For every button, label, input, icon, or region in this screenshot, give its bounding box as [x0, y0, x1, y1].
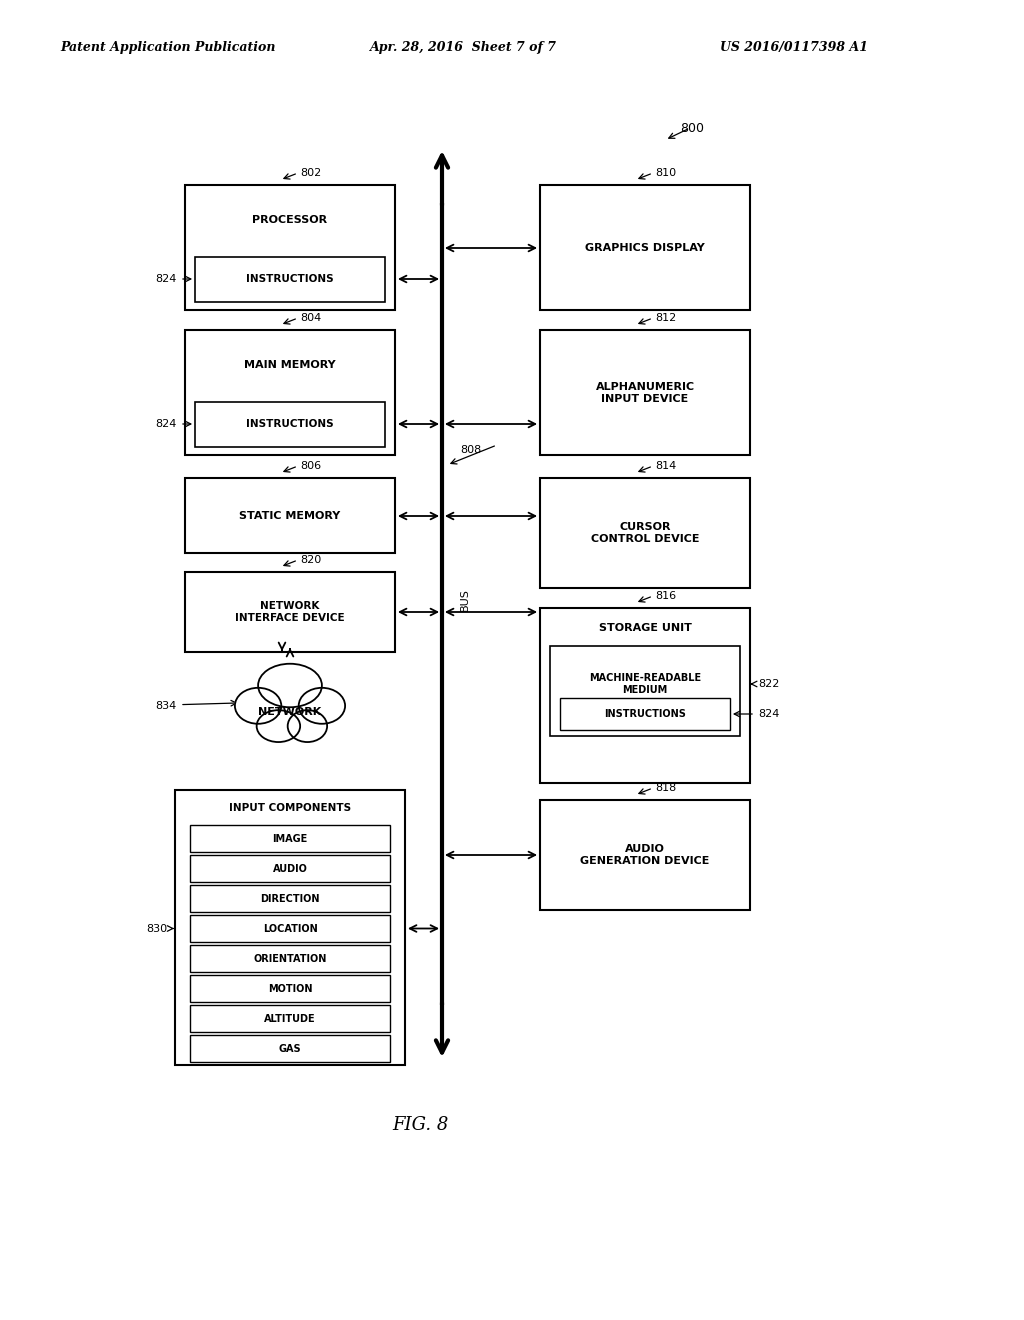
Bar	[190, 1005, 390, 1032]
Text: DIRECTION: DIRECTION	[260, 894, 319, 903]
Text: 822: 822	[758, 678, 779, 689]
Text: ORIENTATION: ORIENTATION	[253, 953, 327, 964]
Bar	[190, 884, 390, 912]
Bar	[190, 945, 390, 972]
Bar	[540, 330, 750, 455]
Text: NETWORK
INTERFACE DEVICE: NETWORK INTERFACE DEVICE	[236, 601, 345, 623]
Bar	[540, 800, 750, 909]
Text: 804: 804	[300, 313, 322, 323]
Text: IMAGE: IMAGE	[272, 833, 307, 843]
Text: 818: 818	[655, 783, 676, 793]
Text: AUDIO
GENERATION DEVICE: AUDIO GENERATION DEVICE	[581, 845, 710, 866]
Bar	[190, 975, 390, 1002]
Text: 824: 824	[758, 709, 779, 719]
Bar	[195, 403, 385, 447]
Text: ALPHANUMERIC
INPUT DEVICE: ALPHANUMERIC INPUT DEVICE	[595, 383, 694, 404]
Text: INSTRUCTIONS: INSTRUCTIONS	[246, 275, 334, 284]
Bar	[190, 915, 390, 942]
Bar	[540, 185, 750, 310]
Text: 800: 800	[680, 121, 705, 135]
Text: 824: 824	[156, 418, 177, 429]
Text: 812: 812	[655, 313, 676, 323]
Text: FIG. 8: FIG. 8	[392, 1115, 449, 1134]
Bar	[190, 1035, 390, 1063]
Ellipse shape	[257, 710, 300, 742]
Text: 830: 830	[145, 924, 167, 933]
Text: 814: 814	[655, 461, 676, 471]
Text: Apr. 28, 2016  Sheet 7 of 7: Apr. 28, 2016 Sheet 7 of 7	[370, 41, 557, 54]
Text: ALTITUDE: ALTITUDE	[264, 1014, 315, 1023]
Text: GAS: GAS	[279, 1044, 301, 1053]
Bar	[550, 645, 740, 737]
Text: INSTRUCTIONS: INSTRUCTIONS	[604, 709, 686, 719]
Text: 824: 824	[156, 275, 177, 284]
Text: CURSOR
CONTROL DEVICE: CURSOR CONTROL DEVICE	[591, 523, 699, 544]
Text: 834: 834	[156, 701, 177, 710]
Text: 802: 802	[300, 168, 322, 178]
Text: NETWORK: NETWORK	[258, 706, 322, 717]
Text: 816: 816	[655, 591, 676, 601]
Text: GRAPHICS DISPLAY: GRAPHICS DISPLAY	[585, 243, 705, 253]
Text: MACHINE-READABLE
MEDIUM: MACHINE-READABLE MEDIUM	[589, 673, 701, 694]
Bar	[540, 609, 750, 783]
Bar	[560, 698, 730, 730]
Ellipse shape	[234, 688, 282, 723]
Text: INPUT COMPONENTS: INPUT COMPONENTS	[229, 803, 351, 813]
Ellipse shape	[258, 664, 322, 708]
Text: 810: 810	[655, 168, 676, 178]
Text: US 2016/0117398 A1: US 2016/0117398 A1	[720, 41, 868, 54]
Text: 806: 806	[300, 461, 322, 471]
Bar	[185, 572, 395, 652]
Text: INSTRUCTIONS: INSTRUCTIONS	[246, 418, 334, 429]
Ellipse shape	[299, 688, 345, 723]
Text: MOTION: MOTION	[267, 983, 312, 994]
Bar	[195, 257, 385, 302]
Text: LOCATION: LOCATION	[262, 924, 317, 933]
Text: Patent Application Publication: Patent Application Publication	[60, 41, 275, 54]
Bar	[185, 185, 395, 310]
Bar	[190, 855, 390, 882]
Text: PROCESSOR: PROCESSOR	[253, 215, 328, 224]
Text: AUDIO: AUDIO	[272, 863, 307, 874]
Text: 820: 820	[300, 554, 322, 565]
Text: BUS: BUS	[460, 589, 470, 611]
Text: STATIC MEMORY: STATIC MEMORY	[240, 511, 341, 521]
Text: STORAGE UNIT: STORAGE UNIT	[599, 623, 691, 634]
Bar	[185, 330, 395, 455]
Bar	[190, 825, 390, 851]
Ellipse shape	[288, 710, 327, 742]
Text: MAIN MEMORY: MAIN MEMORY	[244, 360, 336, 370]
Text: 808: 808	[460, 445, 481, 455]
Bar	[175, 789, 406, 1065]
Bar	[185, 478, 395, 553]
Bar	[540, 478, 750, 587]
